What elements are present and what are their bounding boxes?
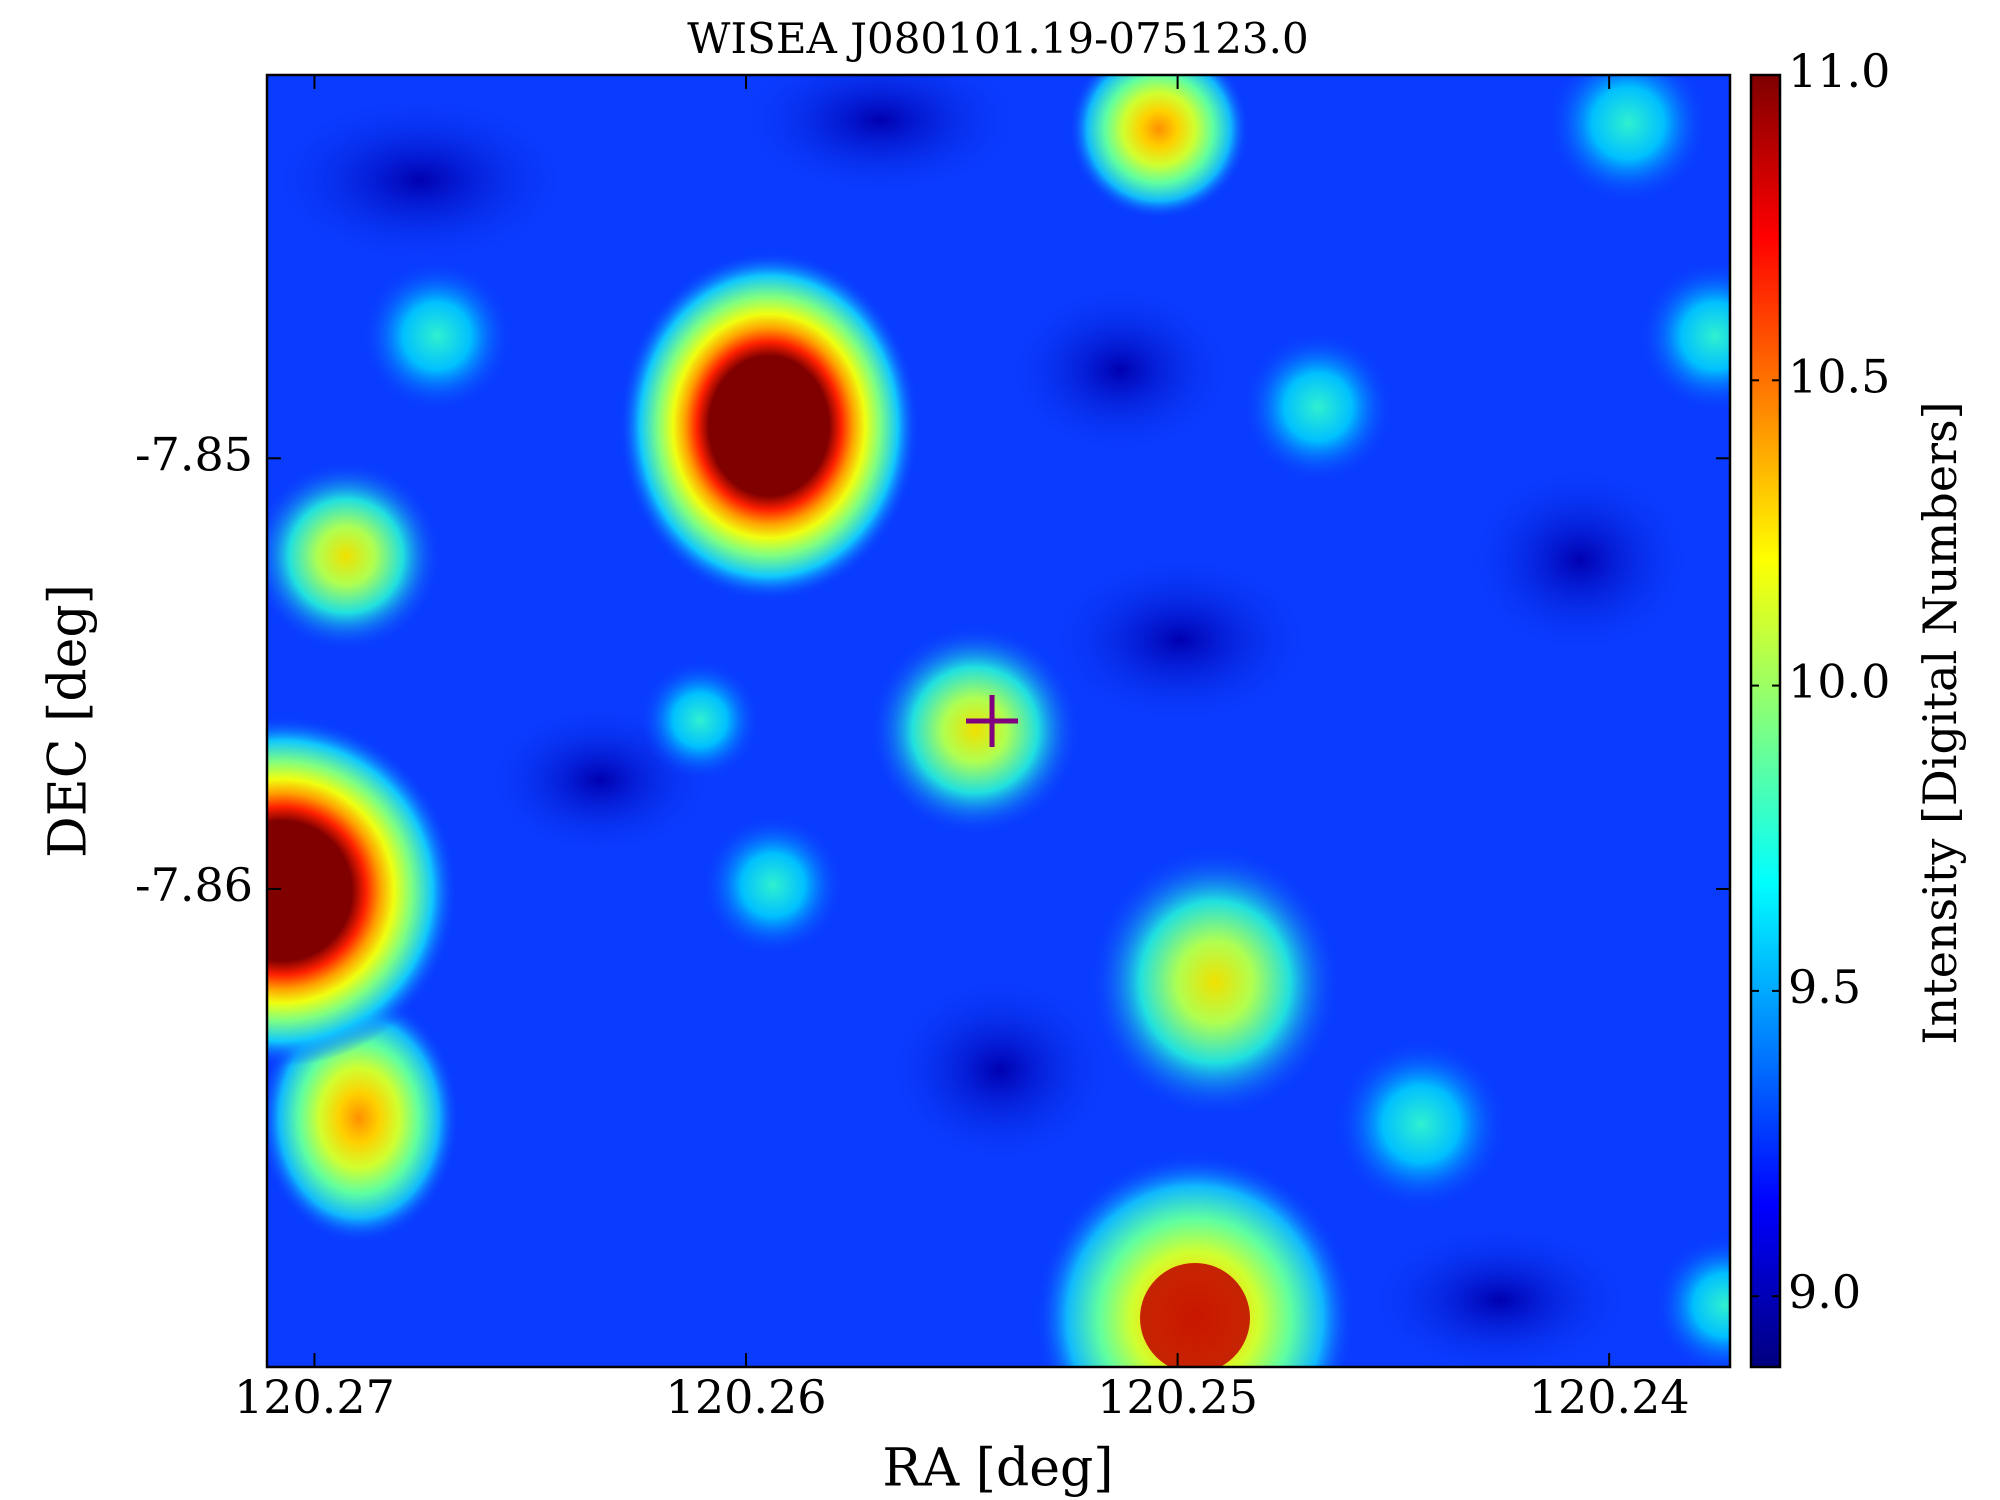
y-tick-label: -7.86	[135, 858, 253, 912]
colorbar-tick-label: 10.5	[1788, 349, 1890, 403]
chart-title: WISEA J080101.19-075123.0	[687, 14, 1308, 63]
x-tick-label: 120.25	[1097, 1370, 1258, 1424]
y-tick-label: -7.85	[135, 427, 253, 481]
target-marker	[966, 695, 1019, 747]
x-tick-label: 120.26	[666, 1370, 827, 1424]
colorbar-tick-label: 9.5	[1788, 960, 1861, 1014]
x-axis-label: RA [deg]	[882, 1439, 1113, 1499]
colorbar-tick-label: 9.0	[1788, 1265, 1861, 1319]
x-tick-label: 120.27	[234, 1370, 395, 1424]
plot-frame	[265, 73, 1732, 1369]
y-axis-label: DEC [deg]	[39, 584, 99, 858]
colorbar-label: Intensity [Digital Numbers]	[1913, 401, 1967, 1044]
x-tick-label: 120.24	[1529, 1370, 1690, 1424]
colorbar	[1749, 73, 1782, 1369]
image	[267, 75, 1730, 1367]
colorbar-tick-label: 11.0	[1788, 44, 1890, 98]
colorbar-tick-label: 10.0	[1788, 655, 1890, 709]
